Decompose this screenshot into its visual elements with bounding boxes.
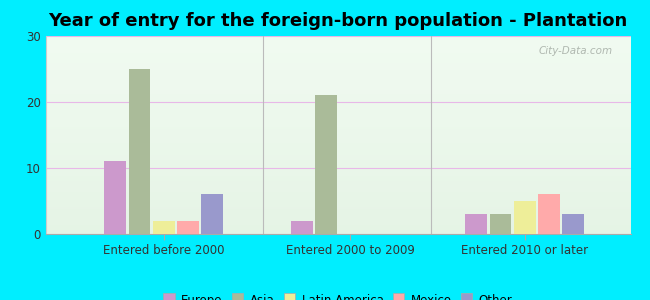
Bar (514, 201, 536, 234)
Bar (465, 214, 487, 234)
Bar (202, 194, 223, 234)
Text: City-Data.com: City-Data.com (539, 46, 613, 56)
Bar (129, 69, 150, 234)
Title: Year of entry for the foreign-born population - Plantation: Year of entry for the foreign-born popul… (48, 12, 628, 30)
Legend: Europe, Asia, Latin America, Mexico, Other: Europe, Asia, Latin America, Mexico, Oth… (159, 289, 517, 300)
Bar (538, 194, 560, 234)
Bar (562, 214, 584, 234)
Bar (315, 95, 337, 234)
Bar (489, 214, 512, 234)
Bar (104, 161, 126, 234)
Bar (177, 221, 199, 234)
Bar (153, 221, 175, 234)
Bar (291, 221, 313, 234)
